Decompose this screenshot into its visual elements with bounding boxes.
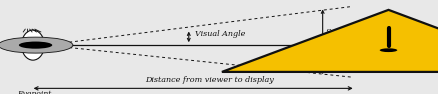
Text: Symbol
Height: Symbol Height [325,28,356,45]
Polygon shape [222,10,438,72]
Circle shape [19,42,52,49]
Text: Visual Angle: Visual Angle [195,30,245,38]
Text: Distance from viewer to display: Distance from viewer to display [145,76,273,84]
Ellipse shape [21,30,44,60]
Text: Eyepoint: Eyepoint [17,90,51,94]
Circle shape [379,48,396,52]
Circle shape [0,37,73,53]
